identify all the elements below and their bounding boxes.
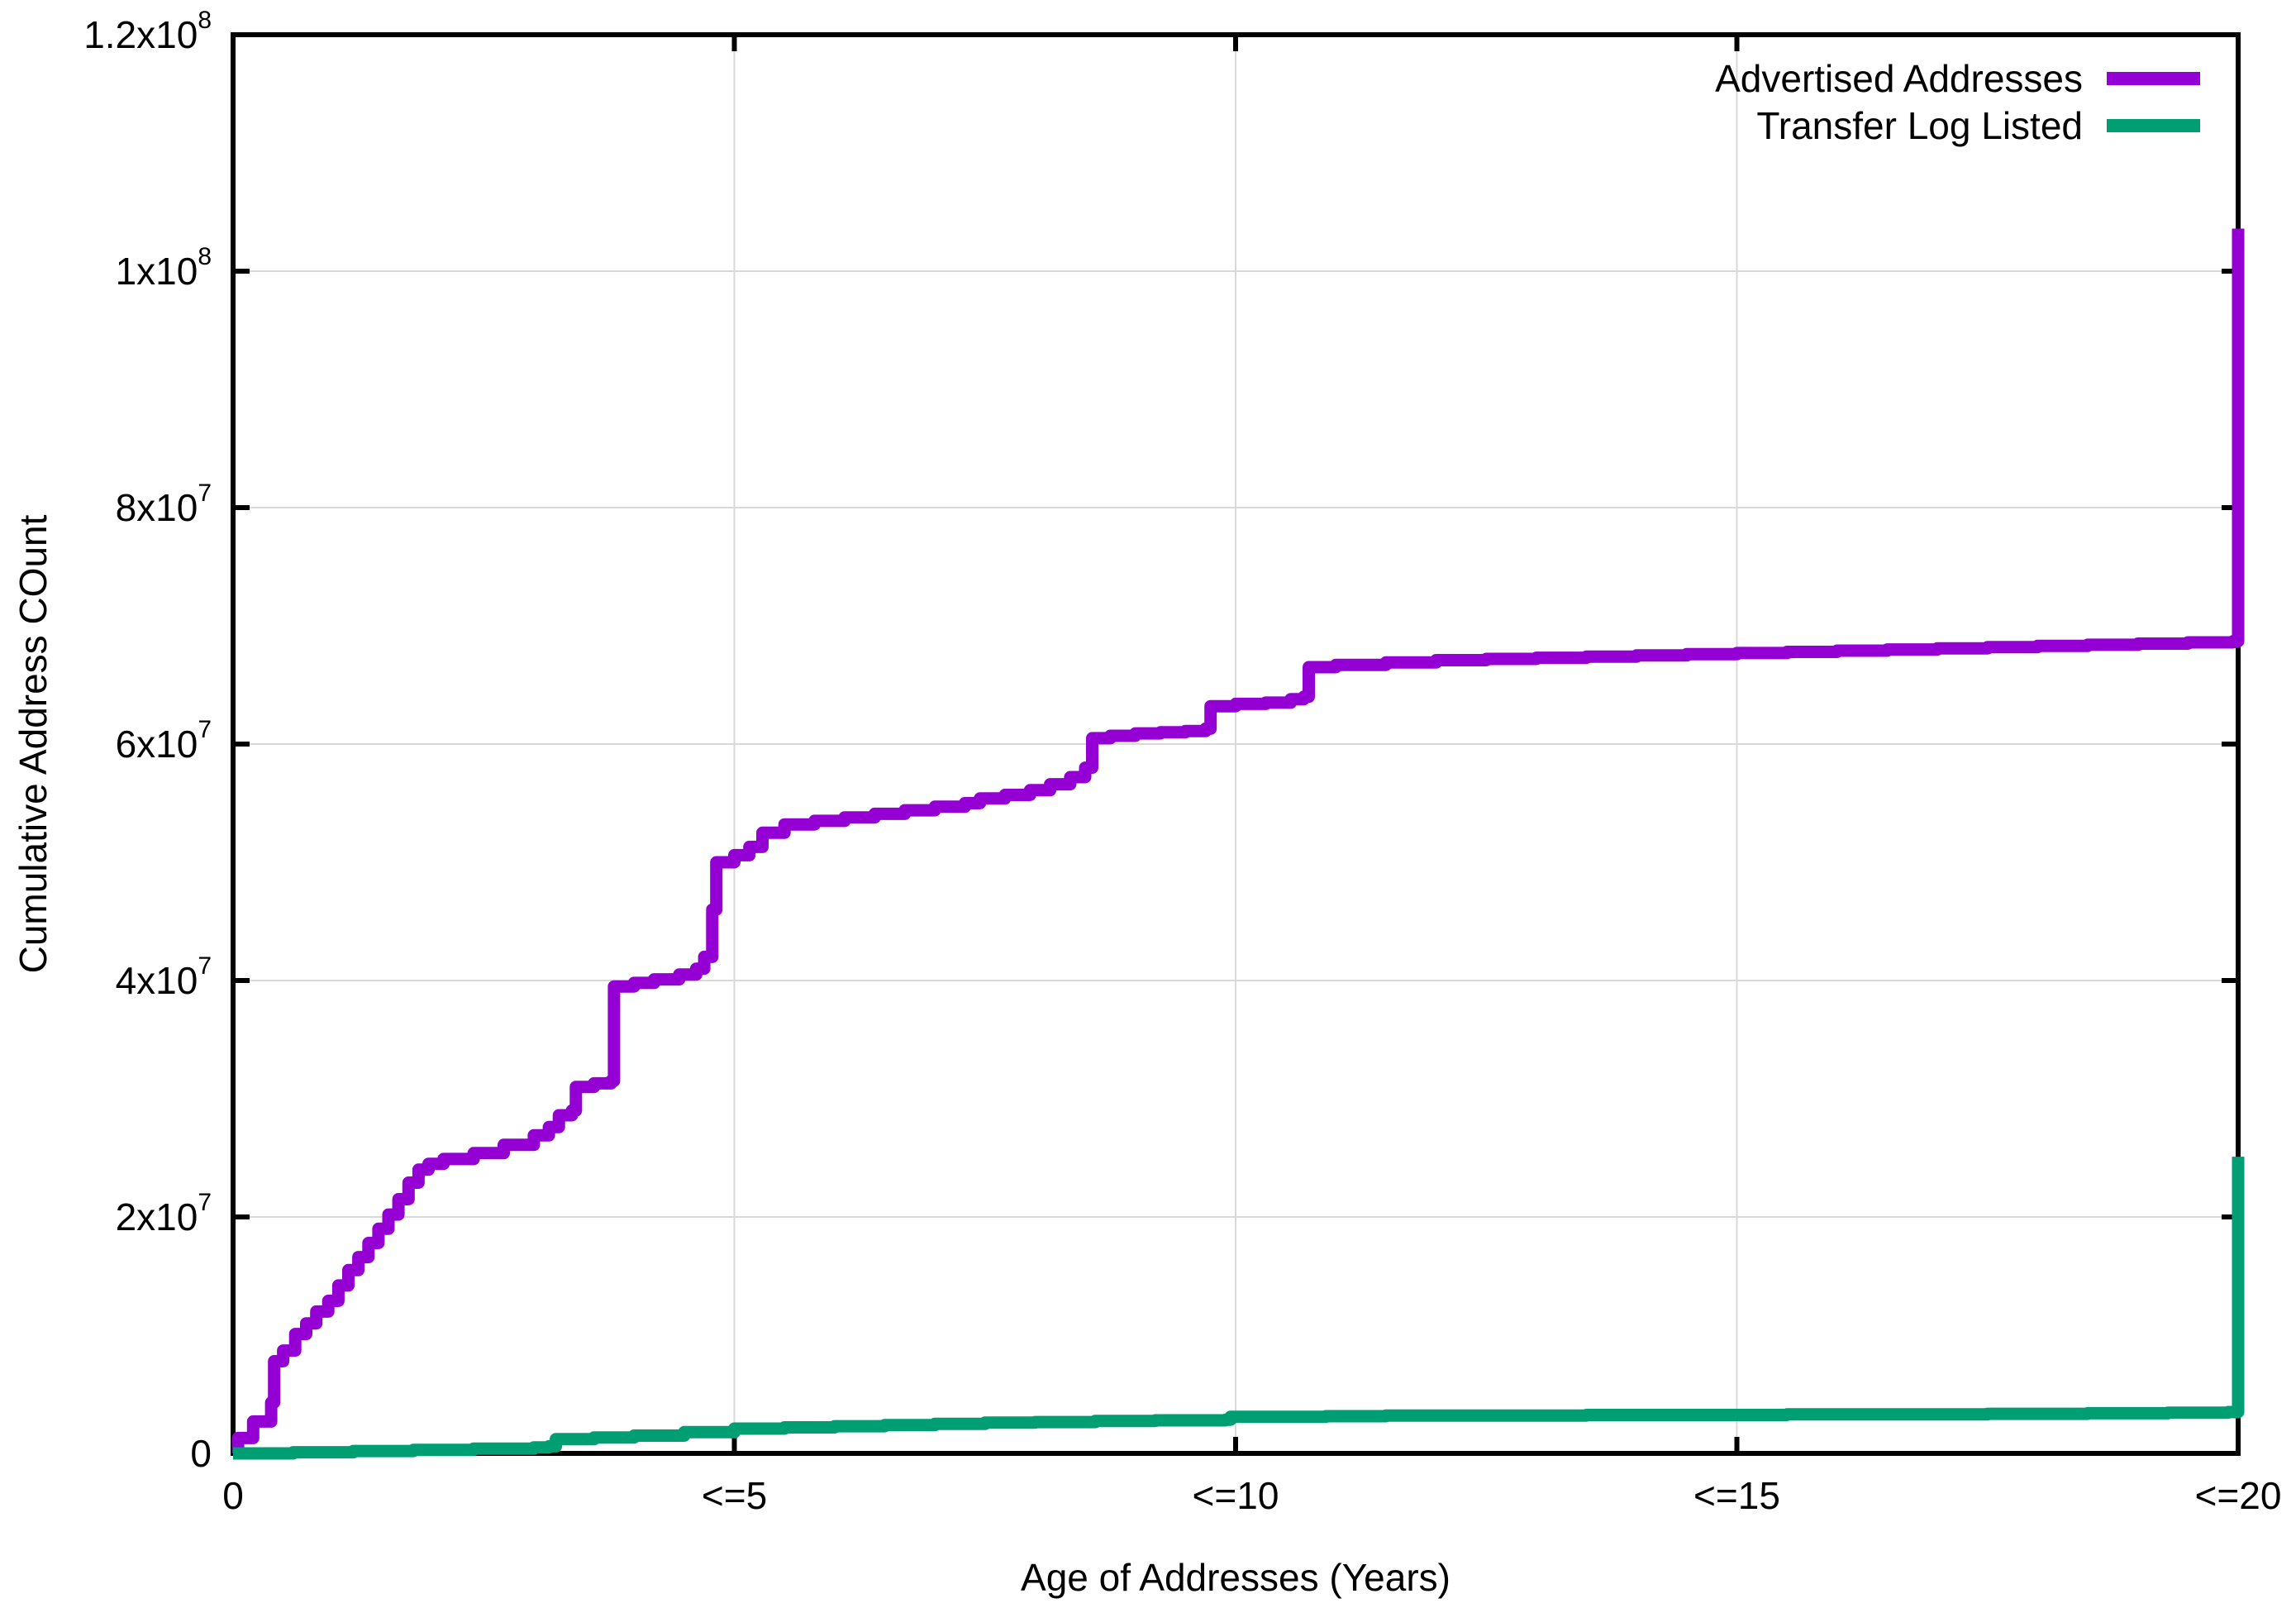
y-tick-label: 0 (190, 1432, 212, 1475)
y-tick-label: 4x107 (115, 952, 212, 1002)
legend-item-advertised-addresses: Advertised Addresses (1715, 55, 2200, 102)
transfer-log-listed-line (233, 1157, 2245, 1460)
y-tick-label: 1.2x108 (83, 7, 212, 56)
y-tick-label: 1x108 (115, 243, 212, 293)
y-axis-title: Cumulative Address COunt (12, 514, 55, 974)
x-tick-label: <=15 (1693, 1474, 1780, 1517)
y-tick-label: 6x107 (115, 716, 212, 766)
plot-border (231, 32, 2241, 1456)
legend-label: Advertised Addresses (1715, 56, 2083, 100)
legend-item-transfer-log-listed: Transfer Log Listed (1715, 102, 2200, 149)
legend-label: Transfer Log Listed (1756, 103, 2083, 147)
x-tick-label: 0 (222, 1474, 244, 1517)
x-axis-title: Age of Addresses (Years) (1021, 1556, 1450, 1599)
x-tick-label: <=20 (2194, 1474, 2282, 1517)
legend-swatch (2107, 71, 2200, 85)
x-tick-label: <=5 (701, 1474, 768, 1517)
advertised-addresses-line (231, 228, 2245, 1460)
legend: Advertised Addresses Transfer Log Listed (1715, 55, 2200, 149)
y-tick-label: 2x107 (115, 1189, 212, 1238)
legend-swatch (2107, 118, 2200, 132)
x-tick-label: <=10 (1192, 1474, 1279, 1517)
y-tick-label: 8x107 (115, 480, 212, 529)
